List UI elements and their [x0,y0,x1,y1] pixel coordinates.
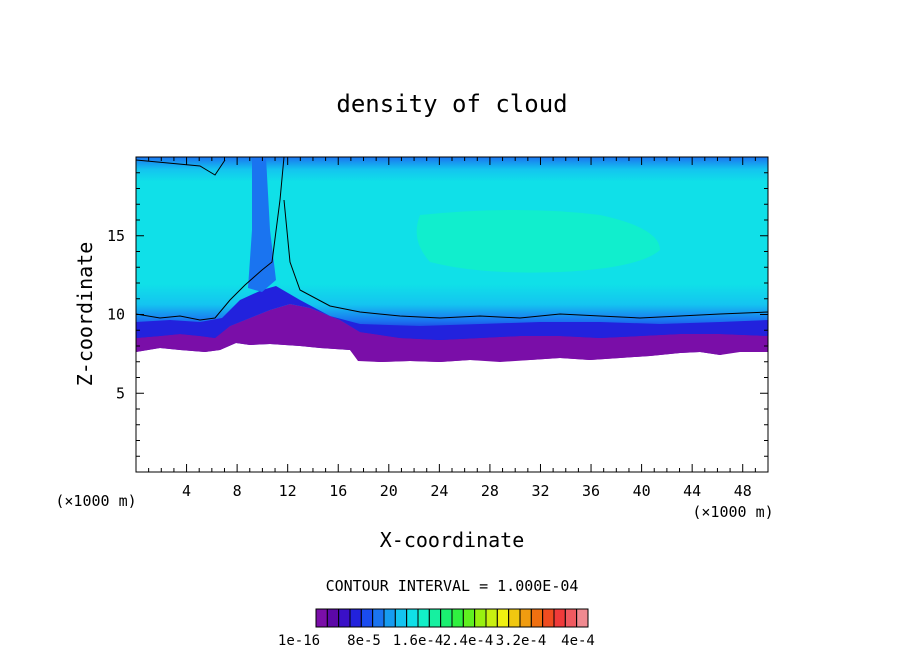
x-tick-label: 28 [481,482,499,500]
cloud-region-green [416,210,660,273]
cloud-region-blue [136,286,768,340]
x-tick-label: 24 [430,482,448,500]
x-tick-label: 48 [734,482,752,500]
chart-title: density of cloud [336,90,567,118]
colorbar-swatch [349,608,362,628]
x-tick-label: 36 [582,482,600,500]
cloud-region-purple [136,304,768,362]
colorbar-swatch [315,608,328,628]
y-tick-label: 5 [116,384,125,402]
contour-interval-label: CONTOUR INTERVAL = 1.000E-04 [326,577,579,595]
x-tick-label: 20 [380,482,398,500]
updraft-column [248,157,276,292]
colorbar-swatch [474,608,487,628]
x-axis: 4 8 12 16 20 24 28 32 36 40 44 48 [148,157,756,500]
y-tick-label: 15 [107,227,125,245]
colorbar-labels: 1e-16 8e-5 1.6e-4 2.4e-4 3.2e-4 4e-4 [278,633,595,649]
plot-area [136,157,768,362]
colorbar-swatch [553,608,566,628]
colorbar-swatch [496,608,510,628]
x-tick-label: 16 [329,482,347,500]
colorbar-label: 8e-5 [347,633,381,649]
contour-line-top [136,159,226,176]
colorbar-swatch [417,608,430,628]
x-unit-right: (×1000 m) [692,503,773,521]
colorbar-label: 3.2e-4 [496,633,547,649]
x-unit-left: (×1000 m) [55,492,136,510]
colorbar-swatch [542,608,555,628]
y-tick-label: 10 [107,306,125,324]
colorbar-swatch [338,608,351,628]
colorbar-label: 4e-4 [561,633,595,649]
colorbar-swatch [576,608,589,628]
colorbar-swatch [530,608,544,628]
x-tick-label: 40 [633,482,651,500]
colorbar-swatch [440,608,453,628]
x-tick-label: 44 [683,482,701,500]
colorbar-swatch [372,608,385,628]
y-axis: 5 10 15 [107,172,768,457]
colorbar-swatch [462,608,476,628]
x-tick-label: 32 [531,482,549,500]
colorbar-swatch [394,608,408,628]
colorbar-swatch [564,608,578,628]
colorbar-swatch [406,608,419,628]
colorbar-swatch [428,608,442,628]
x-tick-label: 12 [279,482,297,500]
colorbar-swatch [519,608,532,628]
x-tick-label: 8 [233,482,242,500]
colorbar-swatch [485,608,498,628]
y-axis-label: Z-coordinate [73,242,97,387]
colorbar [315,608,589,628]
x-tick-label: 4 [182,482,191,500]
colorbar-swatch [360,608,374,628]
colorbar-swatch [508,608,521,628]
contour-line-base [136,157,768,321]
colorbar-swatch [326,608,340,628]
colorbar-label: 2.4e-4 [443,633,494,649]
colorbar-label: 1.6e-4 [393,633,444,649]
colorbar-swatch [451,608,464,628]
x-axis-label: X-coordinate [380,528,525,552]
colorbar-swatch [383,608,396,628]
colorbar-label: 1e-16 [278,633,320,649]
